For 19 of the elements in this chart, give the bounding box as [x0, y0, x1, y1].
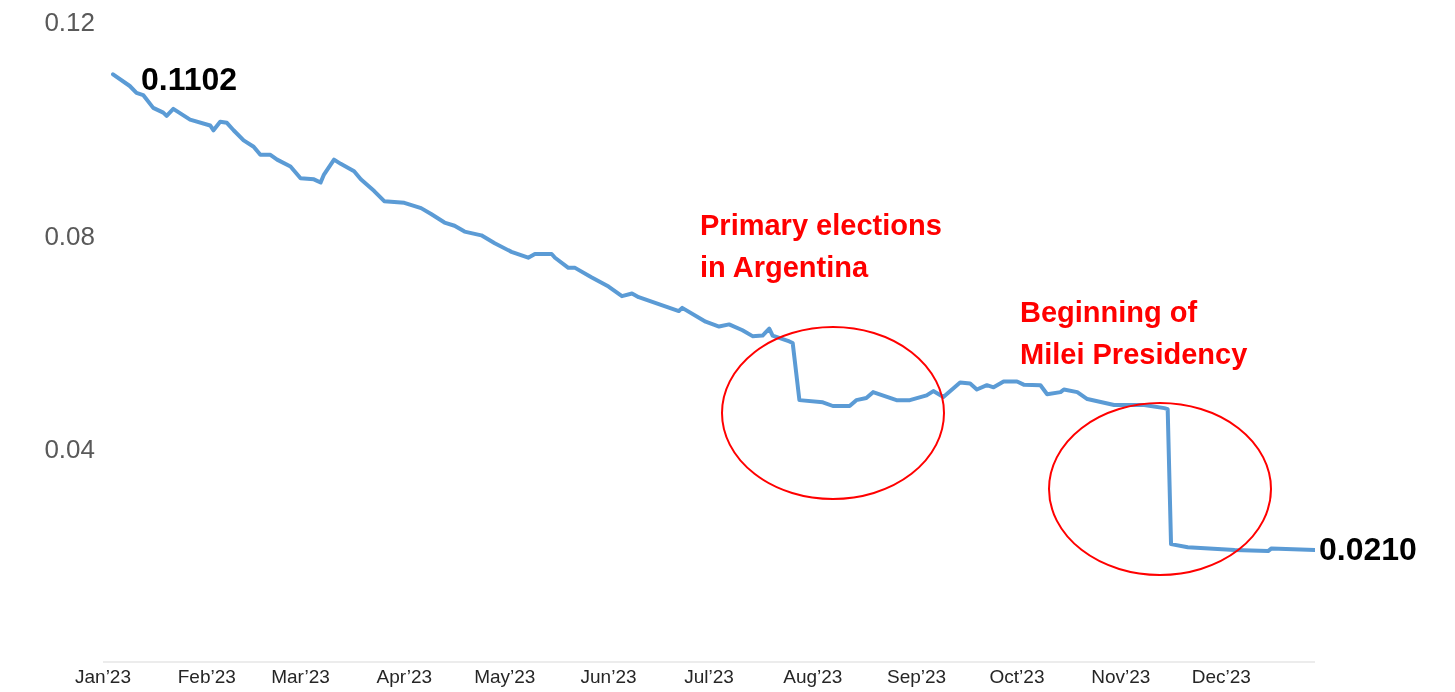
- annotation: Beginning of Milei Presidency: [1020, 296, 1248, 370]
- x-tick-label: Dec’23: [1191, 666, 1251, 688]
- x-tick-label: Jul’23: [684, 666, 734, 688]
- x-tick-label: Jun’23: [580, 666, 637, 688]
- data-label: 0.0210: [1319, 531, 1417, 568]
- x-tick-label: Mar’23: [271, 666, 330, 688]
- x-tick-label: Jan’23: [75, 666, 131, 688]
- y-tick-label: 0.12: [44, 7, 95, 38]
- x-tick-label: Aug’23: [783, 666, 843, 688]
- data-label: 0.1102: [141, 60, 238, 97]
- y-tick-label: 0.08: [44, 220, 95, 251]
- x-tick-label: Feb’23: [177, 666, 236, 688]
- annotation: Primary elections in Argentina: [700, 209, 942, 283]
- x-tick-label: May’23: [474, 666, 536, 688]
- x-tick-label: Oct’23: [989, 666, 1045, 688]
- x-tick-label: Apr’23: [376, 666, 433, 688]
- y-tick-label: 0.04: [44, 433, 95, 464]
- x-tick-label: Sep’23: [886, 666, 947, 688]
- x-tick-label: Nov’23: [1091, 666, 1151, 688]
